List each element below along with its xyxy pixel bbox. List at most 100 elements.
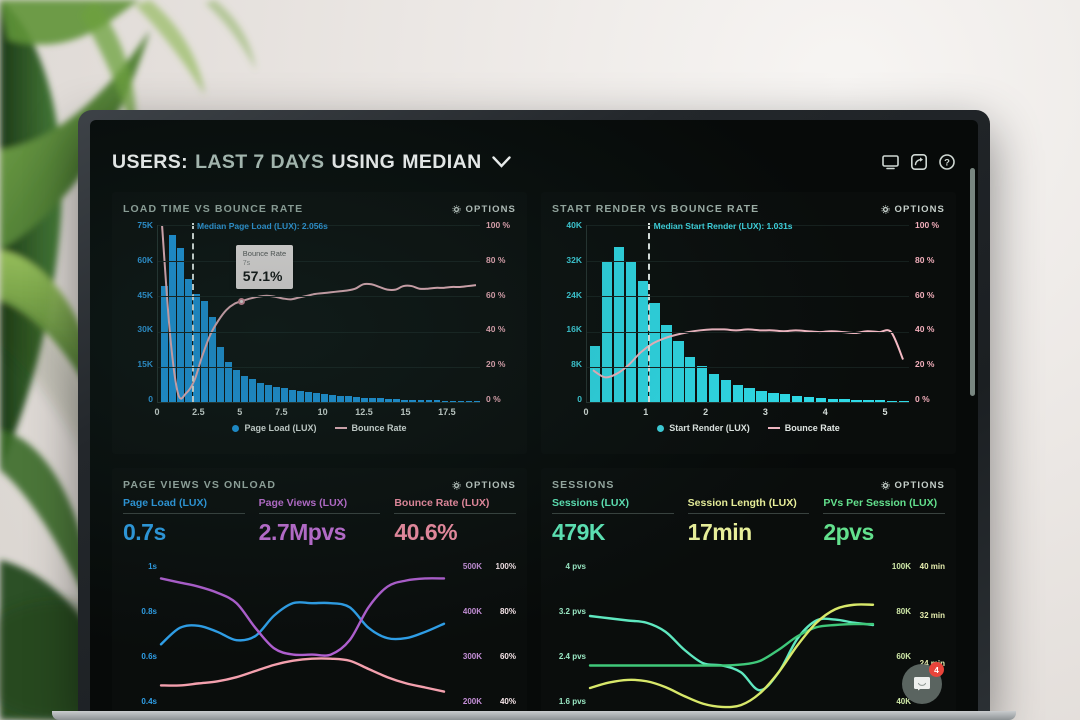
- gridline: [587, 367, 909, 369]
- gear-icon: [451, 480, 461, 490]
- bar[interactable]: [289, 389, 296, 402]
- legend-item[interactable]: Bounce Rate: [767, 423, 840, 433]
- chart-start-render-vs-bounce-rate[interactable]: 40K 32K 24K 16K 8K 0 100 % 80 % 60 % 40 % 20 % 0 %…: [552, 220, 945, 433]
- bar[interactable]: [465, 400, 473, 402]
- bar[interactable]: [791, 395, 803, 402]
- bar[interactable]: [613, 247, 625, 402]
- bar[interactable]: [886, 400, 898, 402]
- bar[interactable]: [756, 390, 767, 402]
- bar[interactable]: [185, 278, 192, 402]
- bar[interactable]: [249, 379, 256, 402]
- bar[interactable]: [425, 400, 433, 402]
- line-path: [590, 616, 873, 690]
- page-scrollbar[interactable]: [970, 168, 975, 396]
- bar[interactable]: [433, 400, 441, 402]
- legend-item[interactable]: Start Render (LUX): [657, 423, 750, 433]
- bar[interactable]: [685, 356, 696, 402]
- bar[interactable]: [417, 399, 425, 402]
- bar[interactable]: [637, 280, 648, 402]
- chart-sessions[interactable]: 4 pvs 3.2 pvs 2.4 pvs 1.6 pvs 100K 80K 60K 40K…: [552, 562, 945, 718]
- metric-card[interactable]: Page Load (LUX) 0.7s: [123, 497, 245, 546]
- x-tick: 0: [583, 407, 589, 417]
- chart-page-views-vs-onload[interactable]: 1s 0.8s 0.6s 0.4s 500K 400K 300K 200K 100% 80% 6…: [123, 562, 516, 718]
- metric-card[interactable]: Session Length (LUX) 17min: [687, 497, 810, 546]
- bar[interactable]: [177, 247, 184, 402]
- chart-load-time-vs-bounce-rate[interactable]: 75K 60K 45K 30K 15K 0 100 % 80 % 60 % 40 % 20 % 0 …: [123, 221, 516, 433]
- tooltip-title: Bounce Rate: [242, 249, 287, 259]
- bar[interactable]: [732, 385, 743, 402]
- bar[interactable]: [803, 396, 815, 402]
- bar[interactable]: [217, 347, 224, 402]
- bar[interactable]: [720, 380, 731, 402]
- bar[interactable]: [661, 325, 672, 402]
- page-title[interactable]: USERS: LAST 7 DAYS USING MEDIAN: [112, 151, 511, 174]
- bar[interactable]: [649, 302, 660, 402]
- bar[interactable]: [377, 398, 384, 402]
- chevron-down-icon[interactable]: [491, 151, 511, 174]
- bar[interactable]: [590, 346, 601, 402]
- options-button[interactable]: OPTIONS: [880, 204, 945, 215]
- bar[interactable]: [815, 397, 826, 402]
- legend-label: Page Load (LUX): [244, 423, 317, 433]
- panel-sessions: SESSIONS OPTIONS Sessions (LUX) 479K Sessi…: [541, 468, 956, 718]
- bar[interactable]: [625, 260, 636, 402]
- bar[interactable]: [241, 375, 248, 402]
- bar[interactable]: [393, 399, 400, 402]
- bar[interactable]: [851, 399, 862, 402]
- bar[interactable]: [385, 398, 392, 402]
- legend-item[interactable]: Page Load (LUX): [232, 423, 317, 433]
- bar[interactable]: [827, 398, 838, 402]
- bar[interactable]: [353, 397, 360, 402]
- metric-card[interactable]: Page Views (LUX) 2.7Mpvs: [258, 497, 381, 546]
- metric-card[interactable]: Sessions (LUX) 479K: [552, 497, 674, 546]
- metric-card[interactable]: Bounce Rate (LUX) 40.6%: [394, 497, 517, 546]
- bar[interactable]: [708, 374, 720, 402]
- legend-item[interactable]: Bounce Rate: [334, 423, 407, 433]
- bar[interactable]: [313, 393, 320, 402]
- help-icon[interactable]: ?: [937, 153, 956, 172]
- bar[interactable]: [863, 400, 874, 402]
- bar[interactable]: [361, 397, 368, 402]
- bar[interactable]: [209, 316, 216, 402]
- bar[interactable]: [337, 395, 344, 402]
- bar[interactable]: [305, 392, 312, 402]
- bar[interactable]: [297, 391, 304, 402]
- bar[interactable]: [345, 396, 352, 402]
- bar[interactable]: [161, 285, 168, 402]
- bar[interactable]: [441, 400, 449, 402]
- bar[interactable]: [369, 397, 376, 402]
- bar[interactable]: [457, 400, 465, 402]
- bar[interactable]: [329, 394, 336, 402]
- bar[interactable]: [780, 394, 791, 402]
- bar[interactable]: [898, 400, 910, 402]
- options-button[interactable]: OPTIONS: [451, 480, 516, 491]
- bar[interactable]: [265, 384, 272, 402]
- monitor-icon[interactable]: [881, 153, 900, 172]
- bar[interactable]: [193, 294, 200, 402]
- bar[interactable]: [257, 382, 264, 402]
- bar[interactable]: [839, 399, 850, 402]
- bar[interactable]: [401, 399, 408, 402]
- bar[interactable]: [233, 369, 240, 402]
- options-button[interactable]: OPTIONS: [451, 204, 516, 215]
- y-tick: 40K: [566, 220, 582, 230]
- bar[interactable]: [321, 394, 328, 402]
- bar[interactable]: [225, 361, 232, 402]
- bar[interactable]: [473, 401, 481, 402]
- bar[interactable]: [281, 388, 288, 402]
- bar[interactable]: [744, 388, 755, 402]
- bar[interactable]: [673, 341, 684, 402]
- x-tick: 3: [762, 407, 768, 417]
- bar[interactable]: [768, 392, 779, 402]
- bar[interactable]: [409, 399, 416, 402]
- share-icon[interactable]: [909, 153, 928, 172]
- bar[interactable]: [169, 234, 176, 402]
- bar[interactable]: [875, 400, 886, 402]
- chat-widget-button[interactable]: 4: [902, 662, 944, 704]
- metric-card[interactable]: PVs Per Session (LUX) 2pvs: [823, 497, 946, 546]
- bar[interactable]: [273, 386, 280, 402]
- y-tick: 0: [577, 393, 582, 404]
- bar[interactable]: [449, 400, 457, 402]
- options-button[interactable]: OPTIONS: [880, 480, 945, 491]
- bar[interactable]: [696, 366, 708, 402]
